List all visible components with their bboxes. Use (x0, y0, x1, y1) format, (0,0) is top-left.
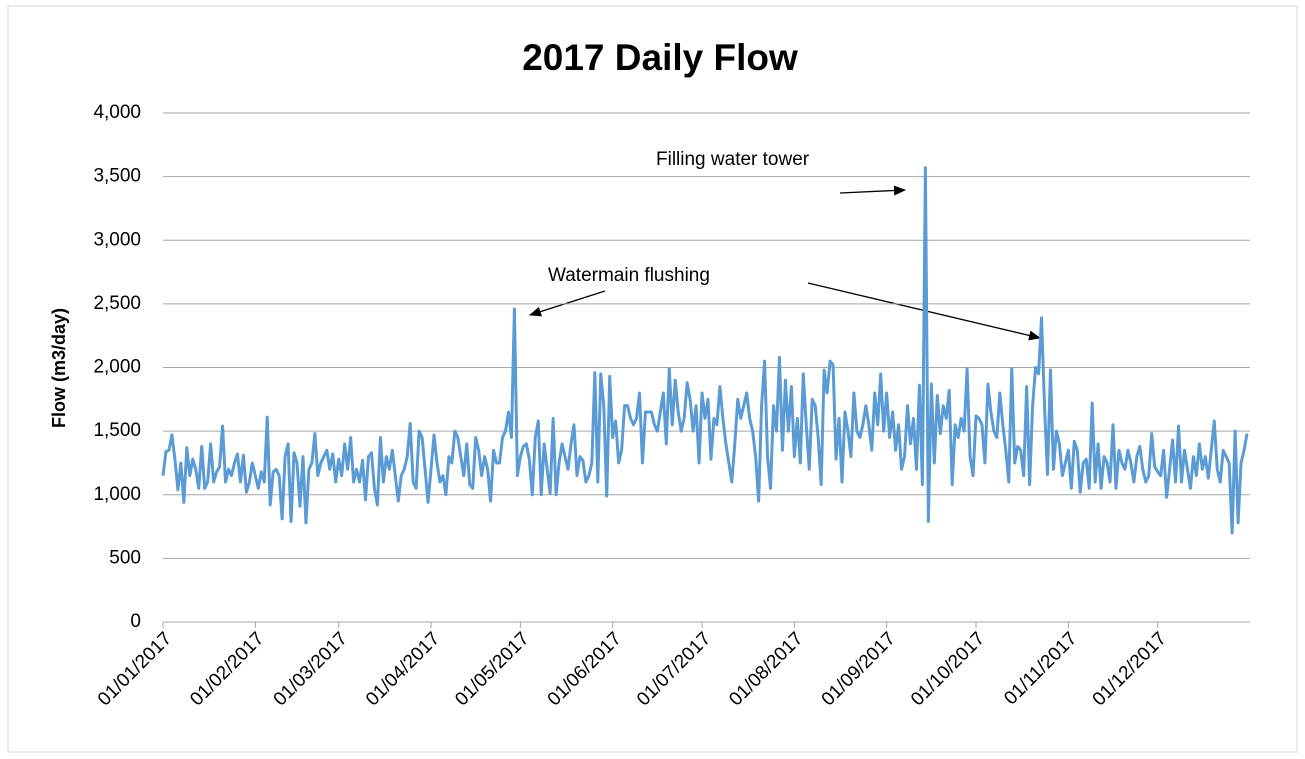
y-tick-label: 1,500 (93, 420, 141, 441)
y-axis-label: Flow (m3/day) (49, 308, 69, 428)
y-tick-label: 1,000 (93, 484, 141, 505)
y-tick-label: 3,500 (93, 166, 141, 187)
annotation: Filling water tower (656, 149, 810, 170)
arrow (839, 185, 906, 196)
annotation: Watermain flushing (548, 265, 710, 286)
y-tick-label: 2,000 (93, 357, 141, 378)
y-tick-label: 2,500 (93, 293, 141, 314)
y-tick-label: 3,000 (93, 229, 141, 250)
chart-title: 2017 Daily Flow (522, 37, 798, 78)
flow-line (161, 166, 1249, 535)
y-tick-label: 0 (130, 611, 141, 632)
y-tick-label: 4,000 (93, 102, 141, 123)
chart-border (7, 5, 1298, 753)
y-tick-label: 500 (109, 547, 141, 568)
arrow (529, 290, 606, 317)
